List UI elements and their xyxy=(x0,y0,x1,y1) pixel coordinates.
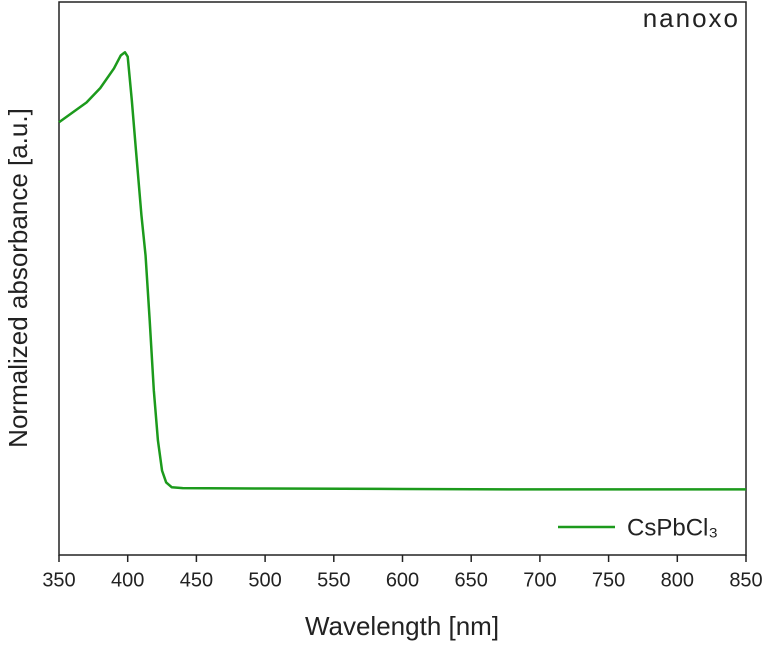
x-tick-label: 450 xyxy=(180,569,213,591)
x-tick-label: 750 xyxy=(592,569,625,591)
x-tick-label: 650 xyxy=(455,569,488,591)
x-tick-label: 500 xyxy=(248,569,281,591)
x-tick-label: 700 xyxy=(523,569,556,591)
y-axis-label: Normalized absorbance [a.u.] xyxy=(3,108,33,448)
x-tick-label: 350 xyxy=(42,569,75,591)
x-tick-label: 400 xyxy=(111,569,144,591)
legend-label: CsPbCl₃ xyxy=(627,514,718,541)
x-tick-label: 600 xyxy=(386,569,419,591)
brand-logo: nanoxo xyxy=(643,3,740,33)
x-axis-label: Wavelength [nm] xyxy=(305,611,499,641)
x-tick-label: 800 xyxy=(661,569,694,591)
x-tick-label: 550 xyxy=(317,569,350,591)
line-series xyxy=(58,51,746,491)
x-tick-label: 850 xyxy=(729,569,762,591)
